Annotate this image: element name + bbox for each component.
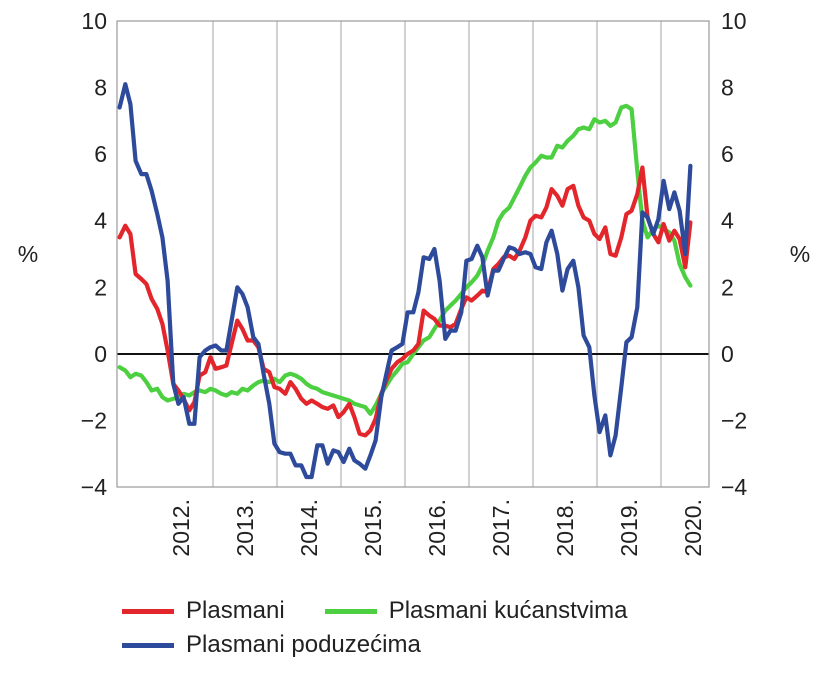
legend-row-1: Plasmani Plasmani kućanstvima [122,594,742,628]
y-tick-right-4: 4 [721,208,734,234]
x-tick-label-2017: 2017. [488,499,514,557]
x-tick-label-2015: 2015. [360,499,386,557]
x-tick-label-2020: 2020. [680,499,706,557]
x-tick-label-2018: 2018. [552,499,578,557]
y-axis-left-label: % [18,241,38,267]
legend-swatch-plasmani [122,608,174,614]
x-tick-label-2013: 2013. [232,499,258,557]
legend-item-plasmani: Plasmani [122,597,285,625]
legend-label-kucanstva: Plasmani kućanstvima [388,597,628,624]
legend-item-poduzeca: Plasmani poduzećima [122,631,421,659]
series-layer [117,82,693,480]
y-tick-right--4: −4 [721,474,747,500]
y-tick-left--4: −4 [81,474,107,500]
grid-lines [212,21,662,487]
y-tick-right--2: −2 [721,407,747,433]
plot-frame [116,20,710,488]
y-tick-right-8: 8 [721,75,734,101]
y-tick-left-6: 6 [94,141,107,167]
legend-label-poduzeca: Plasmani poduzećima [186,631,421,658]
legend-row-2: Plasmani poduzećima [122,628,742,662]
x-tick-label-2019: 2019. [616,499,642,557]
legend-swatch-poduzeca [122,642,174,648]
y-tick-left-4: 4 [94,208,107,234]
legend-label-plasmani: Plasmani [186,597,285,624]
y-tick-left-10: 10 [81,8,107,34]
legend: Plasmani Plasmani kućanstvima Plasmani p… [122,594,742,662]
y-tick-right-2: 2 [721,274,734,300]
y-tick-left-2: 2 [94,274,107,300]
x-tick-label-2016: 2016. [424,499,450,557]
x-tick-label-2014: 2014. [296,499,322,557]
series-line-plasmani-poduze-ima [117,82,693,480]
legend-item-kucanstva: Plasmani kućanstvima [324,597,628,625]
y-tick-left-8: 8 [94,75,107,101]
x-axis: 2012. 2013. 2014. 2015. 2016. 2017. 2018. 2019.… [168,499,706,557]
y-axis-right: 10 8 6 4 2 0 −2 −4 [721,8,747,500]
x-tick-label-2012: 2012. [168,499,194,557]
y-tick-right-6: 6 [721,141,734,167]
series-line-plasmani-ku-anstvima [117,103,693,416]
y-tick-left-0: 0 [94,341,107,367]
legend-swatch-kucanstva [324,608,377,614]
y-axis-right-label: % [790,241,810,267]
series-line-plasmani [117,165,693,438]
y-axis-left: 10 8 6 4 2 0 −2 −4 [81,8,107,500]
y-tick-right-10: 10 [721,8,747,34]
y-tick-right-0: 0 [721,341,734,367]
y-tick-left--2: −2 [81,407,107,433]
